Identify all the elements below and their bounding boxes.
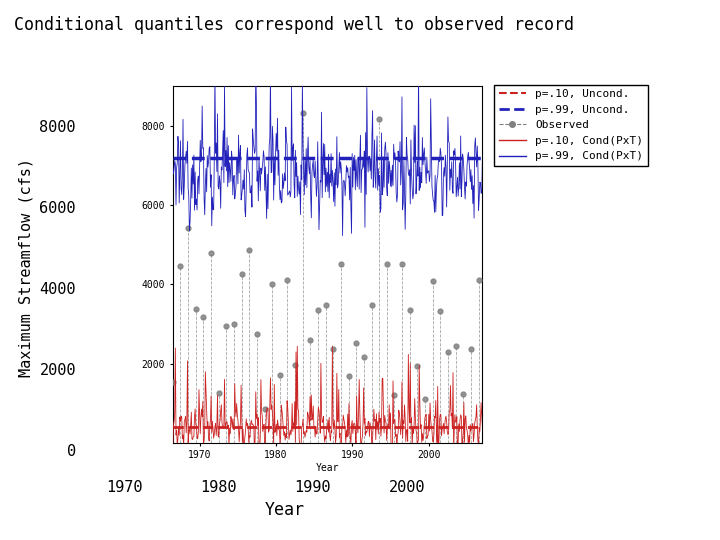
X-axis label: Year: Year [316, 463, 339, 473]
Legend: p=.10, Uncond., p=.99, Uncond., Observed, p=.10, Cond(PxT), p=.99, Cond(PxT): p=.10, Uncond., p=.99, Uncond., Observed… [494, 85, 648, 166]
Text: Conditional quantiles correspond well to observed record: Conditional quantiles correspond well to… [14, 16, 575, 34]
Line: p=.99, Cond(PxT): p=.99, Cond(PxT) [169, 66, 490, 235]
p=.10, Cond(PxT) [328, 343, 337, 349]
p=.99, Cond(PxT) [169, 171, 178, 177]
p=.99, Cond(PxT) [251, 63, 260, 70]
p=.99, Cond(PxT) [486, 158, 495, 164]
X-axis label: Year: Year [264, 501, 305, 519]
p=.10, Cond(PxT) [486, 424, 495, 430]
p=.99, Cond(PxT) [165, 174, 174, 181]
p=.10, Cond(PxT) [353, 423, 361, 429]
p=.10, Cond(PxT) [317, 360, 325, 367]
p=.99, Cond(PxT) [436, 158, 444, 165]
p=.99, Cond(PxT) [353, 184, 361, 190]
p=.10, Cond(PxT) [430, 432, 438, 438]
p=.10, Cond(PxT) [165, 416, 174, 422]
p=.10, Cond(PxT) [436, 416, 444, 422]
Line: p=.10, Cond(PxT): p=.10, Cond(PxT) [169, 346, 490, 457]
p=.99, Cond(PxT) [338, 232, 347, 239]
p=.99, Cond(PxT) [430, 198, 438, 204]
Y-axis label: Maximum Streamflow (cfs): Maximum Streamflow (cfs) [19, 158, 34, 377]
p=.10, Cond(PxT) [336, 454, 345, 461]
p=.99, Cond(PxT) [318, 109, 326, 116]
p=.10, Cond(PxT) [169, 422, 178, 429]
p=.10, Cond(PxT) [284, 436, 293, 443]
p=.99, Cond(PxT) [285, 188, 294, 194]
